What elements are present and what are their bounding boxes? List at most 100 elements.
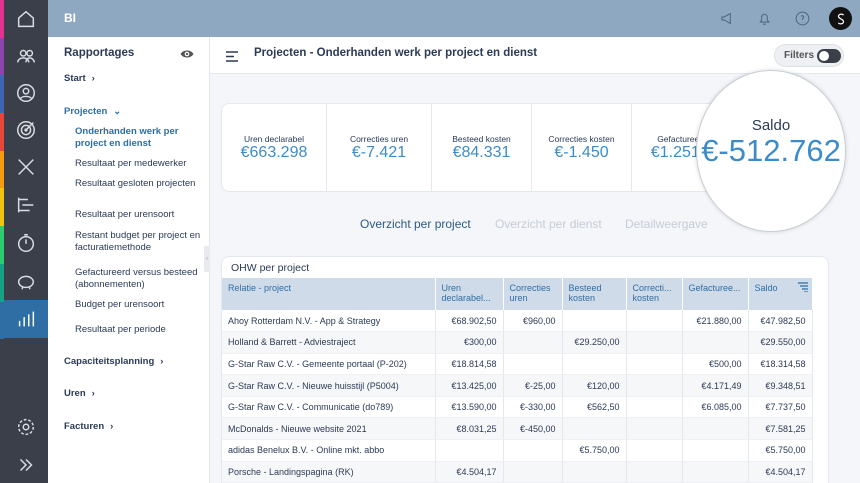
table-cell-value [562, 417, 627, 441]
megaphone-icon[interactable] [719, 10, 736, 27]
table-cell-value [626, 417, 683, 441]
table-cell-value [562, 461, 627, 483]
table-cell-value: €960,00 [503, 310, 563, 333]
kpi-correcties-uren: Correcties uren €-7.421 [327, 104, 432, 191]
table-cell-value [562, 353, 627, 376]
sidebar-title: Rapportages [64, 47, 135, 59]
sidebar-section-uren[interactable]: Uren › [64, 388, 95, 399]
table-cell-value [503, 353, 563, 376]
table-cell-value [682, 439, 749, 462]
sidebar-item-resultaat-medewerker[interactable]: Resultaat per medewerker [75, 158, 187, 169]
toggle-switch[interactable] [817, 49, 841, 63]
column-header-gefactureerd[interactable]: Gefacturee... [682, 278, 749, 310]
column-header-saldo[interactable]: Saldo [748, 278, 813, 310]
users-icon[interactable] [4, 37, 48, 75]
table-cell-value: €6.085,00 [682, 396, 749, 419]
table-cell-value [682, 461, 749, 483]
column-header-uren-declarabel[interactable]: Uren declarabel... [435, 278, 504, 310]
home-icon[interactable] [4, 0, 48, 38]
kpi-value: €663.298 [240, 144, 308, 161]
column-header-besteed-kosten[interactable]: Besteed kosten [562, 278, 627, 310]
table-cell-value [435, 439, 504, 462]
table-row[interactable]: Holland & Barrett - Adviestraject €300,00… [222, 331, 813, 354]
table-cell-value [626, 331, 683, 354]
table-row[interactable]: adidas Benelux B.V. - Online mkt. abbo €5… [222, 439, 813, 462]
table-row[interactable]: G-Star Raw C.V. - Nieuwe huisstijl (P500… [222, 374, 813, 397]
table-cell-value: €8.031,25 [435, 417, 504, 441]
table-row[interactable]: G-Star Raw C.V. - Communicatie (do789) €1… [222, 396, 813, 419]
filters-toggle[interactable]: Filters [774, 44, 844, 67]
table-cell-project: Porsche - Landingspagina (RK) [222, 461, 436, 483]
sidebar-item-restant-budget[interactable]: Restant budget per project en facturatie… [75, 230, 201, 253]
table-cell-value [682, 331, 749, 354]
table-row[interactable]: Porsche - Landingspagina (RK) €4.504,17 €4… [222, 461, 813, 483]
sidebar-section-projecten[interactable]: Projecten ⌄ [64, 106, 122, 117]
expand-icon[interactable] [4, 446, 48, 483]
ohw-table: Relatie - project Uren declarabel... Cor… [222, 278, 813, 483]
sidebar-section-facturen[interactable]: Facturen › [64, 421, 114, 432]
tab-overzicht-per-dienst[interactable]: Overzicht per dienst [495, 217, 602, 231]
page-title: Projecten - Onderhanden werk per project… [254, 47, 538, 59]
saldo-magnifier: Saldo €-512.762 [696, 70, 846, 232]
sidebar-item-resultaat-gesloten[interactable]: Resultaat gesloten projecten [75, 178, 196, 189]
bell-icon[interactable] [756, 10, 773, 27]
piggy-bank-icon[interactable] [4, 262, 48, 300]
sidebar-section-start[interactable]: Start › [64, 73, 95, 84]
sidebar-item-resultaat-periode[interactable]: Resultaat per periode [75, 324, 166, 335]
kpi-label: Besteed kosten [452, 134, 511, 144]
chevron-right-icon: › [91, 73, 95, 84]
table-cell-value: €13.590,00 [435, 396, 504, 419]
table-cell-value: €7.581,25 [748, 417, 813, 441]
sidebar-item-budget-urensoort[interactable]: Budget per urensoort [75, 299, 165, 310]
table-cell-value: €29.550,00 [748, 331, 813, 354]
table-cell-project: G-Star Raw C.V. - Communicatie (do789) [222, 396, 436, 419]
help-icon[interactable] [794, 10, 811, 27]
eye-icon[interactable] [180, 47, 194, 59]
sort-icon[interactable] [797, 282, 808, 293]
table-row[interactable]: McDonalds - Nieuwe website 2021 €8.031,25… [222, 417, 813, 441]
gear-icon[interactable] [4, 408, 48, 446]
bar-chart-icon[interactable] [4, 300, 48, 338]
table-cell-value: €13.425,00 [435, 374, 504, 397]
sidebar-item-ohw[interactable]: Onderhanden werk per project en dienst [75, 126, 179, 149]
table-cell-value [503, 439, 563, 462]
tools-icon[interactable] [4, 148, 48, 186]
table-body: Ahoy Rotterdam N.V. - App & Strategy €68.… [222, 310, 813, 483]
column-header-correcties-kosten[interactable]: Correcti... kosten [626, 278, 683, 310]
sidebar-item-resultaat-urensoort[interactable]: Resultaat per urensoort [75, 209, 175, 220]
planning-icon[interactable] [4, 186, 48, 224]
table-cell-value [562, 310, 627, 333]
ohw-table-panel: OHW per project Relatie - project Uren d… [221, 256, 829, 483]
toggle-knob [819, 51, 829, 61]
chevron-right-icon: › [91, 388, 95, 399]
saldo-value: €-512.762 [701, 133, 841, 168]
app-title: BI [64, 11, 76, 25]
table-cell-value: €4.504,17 [435, 461, 504, 483]
rail-color-strip [0, 0, 4, 340]
table-cell-value: €300,00 [435, 331, 504, 354]
table-cell-value: €4.504,17 [748, 461, 813, 483]
tab-detailweergave[interactable]: Detailweergave [625, 217, 708, 231]
sidebar-item-gefactureerd-besteed[interactable]: Gefactureerd versus besteed (abonnemente… [75, 267, 198, 290]
table-row[interactable]: G-Star Raw C.V. - Gemeente portaal (P-20… [222, 353, 813, 376]
table-cell-value: €5.750,00 [748, 439, 813, 462]
tab-overzicht-per-project[interactable]: Overzicht per project [360, 217, 471, 231]
menu-icon[interactable] [226, 49, 238, 62]
table-row[interactable]: Ahoy Rotterdam N.V. - App & Strategy €68.… [222, 310, 813, 333]
table-cell-value: €68.902,50 [435, 310, 504, 333]
chevron-right-icon: › [110, 421, 114, 432]
kpi-label: Gefactureerd [657, 134, 707, 144]
target-icon[interactable] [4, 111, 48, 149]
table-cell-project: G-Star Raw C.V. - Gemeente portaal (P-20… [222, 353, 436, 376]
user-icon[interactable] [4, 74, 48, 112]
column-header-relatie[interactable]: Relatie - project [222, 278, 436, 310]
sidebar-collapse-handle[interactable]: ‹ [204, 246, 210, 272]
brand-logo[interactable] [829, 7, 852, 30]
sidebar-section-capaciteitsplanning[interactable]: Capaciteitsplanning › [64, 356, 164, 367]
column-header-correcties-uren[interactable]: Correcties uren [503, 278, 563, 310]
stopwatch-icon[interactable] [4, 224, 48, 262]
table-cell-value: €29.250,00 [562, 331, 627, 354]
table-cell-value [503, 461, 563, 483]
icon-rail [0, 0, 48, 483]
kpi-besteed-kosten: Besteed kosten €84.331 [432, 104, 532, 191]
